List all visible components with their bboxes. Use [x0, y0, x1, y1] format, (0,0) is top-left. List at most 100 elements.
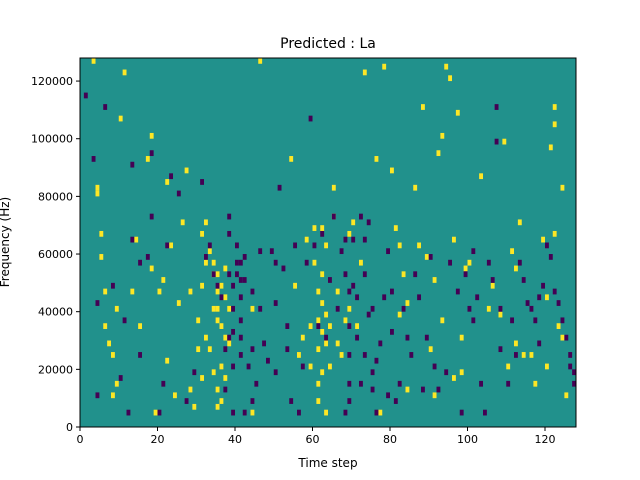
heatmap-cell-high-146 [545, 294, 549, 301]
heatmap-cell-high-153 [560, 334, 565, 341]
heatmap-cell-high-109 [397, 311, 402, 318]
heatmap-cell-low-152 [541, 282, 546, 289]
heatmap-cell-high-27 [176, 300, 181, 306]
heatmap-cell-high-49 [215, 305, 220, 312]
heatmap-cell-low-50 [242, 277, 247, 283]
heatmap-cell-high-91 [331, 184, 336, 191]
heatmap-cell-low-12 [138, 259, 143, 266]
heatmap-cell-low-155 [552, 288, 557, 295]
heatmap-cell-high-10 [114, 380, 119, 387]
heatmap-cell-low-108 [382, 294, 387, 301]
heatmap-cell-low-86 [347, 288, 352, 295]
x-tick-label-1: 20 [151, 433, 165, 446]
heatmap-cell-high-136 [502, 138, 507, 145]
heatmap-cell-high-114 [417, 242, 422, 249]
heatmap-cell-low-31 [227, 334, 232, 341]
heatmap-cell-low-42 [235, 242, 239, 249]
heatmap-cell-low-76 [316, 323, 321, 329]
heatmap-cell-low-27 [215, 282, 220, 289]
heatmap-cell-low-112 [390, 328, 394, 335]
heatmap-cell-low-89 [347, 380, 352, 387]
heatmap-cell-high-19 [149, 265, 154, 272]
heatmap-cell-low-131 [471, 317, 476, 324]
heatmap-cell-low-9 [130, 236, 135, 243]
heatmap-cell-low-32 [227, 271, 232, 278]
y-tick-label-5: 100000 [31, 133, 73, 146]
heatmap-cell-high-53 [219, 282, 224, 289]
heatmap-cell-high-38 [204, 219, 208, 226]
heatmap-cell-low-128 [459, 409, 464, 416]
heatmap-cell-high-39 [204, 259, 208, 266]
heatmap-cell-low-101 [366, 219, 371, 226]
heatmap-cell-low-141 [498, 346, 503, 353]
heatmap-cell-high-5 [103, 288, 108, 295]
heatmap-cell-high-66 [289, 156, 294, 162]
heatmap-cell-low-28 [219, 294, 224, 301]
heatmap-cell-high-115 [421, 104, 425, 110]
heatmap-cell-low-139 [494, 138, 499, 145]
heatmap-cell-low-34 [227, 213, 232, 220]
heatmap-cell-low-133 [475, 294, 480, 301]
heatmap-cell-low-136 [486, 259, 491, 266]
heatmap-cell-low-151 [537, 294, 542, 301]
heatmap-cell-high-1 [95, 184, 100, 191]
heatmap-cell-low-110 [386, 248, 391, 255]
heatmap-cell-low-124 [436, 386, 441, 393]
x-tick-label-5: 100 [457, 433, 478, 446]
heatmap-cell-low-95 [359, 213, 363, 220]
heatmap-cell-high-69 [300, 334, 305, 341]
heatmap-cell-high-145 [541, 236, 546, 243]
heatmap-cell-high-141 [517, 219, 522, 226]
heatmap-cell-low-35 [231, 409, 236, 416]
heatmap-cell-high-122 [440, 317, 445, 324]
heatmap-cell-high-61 [227, 305, 232, 312]
heatmap-cell-low-10 [130, 161, 135, 168]
x-tick-label-2: 40 [228, 433, 242, 446]
heatmap-cell-high-88 [324, 409, 329, 416]
heatmap-cell-low-43 [238, 259, 243, 266]
y-tick-label-6: 120000 [31, 75, 73, 88]
heatmap-cell-low-123 [432, 363, 437, 370]
heatmap-cell-high-36 [200, 282, 205, 289]
heatmap-cell-high-118 [432, 277, 437, 283]
heatmap-cell-high-149 [552, 230, 557, 237]
heatmap-cell-low-62 [273, 259, 278, 266]
heatmap-cell-low-15 [149, 213, 154, 220]
heatmap-cell-high-95 [339, 352, 344, 358]
y-tick-label-2: 40000 [38, 306, 73, 319]
heatmap-cell-low-26 [211, 271, 216, 278]
heatmap-cell-low-77 [320, 230, 325, 237]
heatmap-cell-high-55 [219, 363, 224, 370]
heatmap-cell-low-85 [343, 409, 348, 416]
heatmap-cell-low-120 [421, 386, 425, 393]
heatmap-cell-high-51 [215, 386, 220, 393]
heatmap-cell-high-26 [173, 392, 177, 399]
heatmap-cell-low-121 [424, 334, 429, 341]
heatmap-cell-high-79 [316, 398, 321, 404]
heatmap-cell-high-73 [312, 225, 317, 231]
heatmap-cell-low-70 [293, 242, 298, 249]
heatmap-cell-low-78 [324, 334, 329, 341]
heatmap-cell-low-127 [455, 288, 460, 295]
heatmap-cell-high-7 [107, 340, 112, 347]
heatmap-cell-low-146 [521, 277, 526, 283]
heatmap-cell-high-77 [316, 346, 321, 353]
heatmap-cell-low-6 [118, 375, 123, 381]
heatmap-cell-high-130 [463, 265, 468, 272]
heatmap-cell-high-71 [308, 323, 313, 329]
heatmap-cell-low-58 [258, 248, 263, 255]
heatmap-cell-high-63 [250, 409, 255, 416]
heatmap-cell-low-96 [359, 380, 363, 387]
heatmap-cell-high-150 [552, 104, 557, 110]
heatmap-cell-low-106 [374, 357, 379, 364]
heatmap-cell-high-68 [297, 352, 301, 358]
heatmap-cell-low-100 [366, 311, 371, 318]
heatmap-cell-low-87 [347, 323, 352, 329]
heatmap-cell-low-144 [514, 352, 518, 358]
heatmap-cell-high-32 [192, 403, 197, 410]
heatmap-cell-low-18 [165, 242, 170, 249]
heatmap-cell-low-37 [231, 328, 236, 335]
heatmap-cell-high-78 [316, 380, 321, 387]
heatmap-cell-low-142 [506, 380, 511, 387]
heatmap-cell-high-48 [215, 288, 220, 295]
